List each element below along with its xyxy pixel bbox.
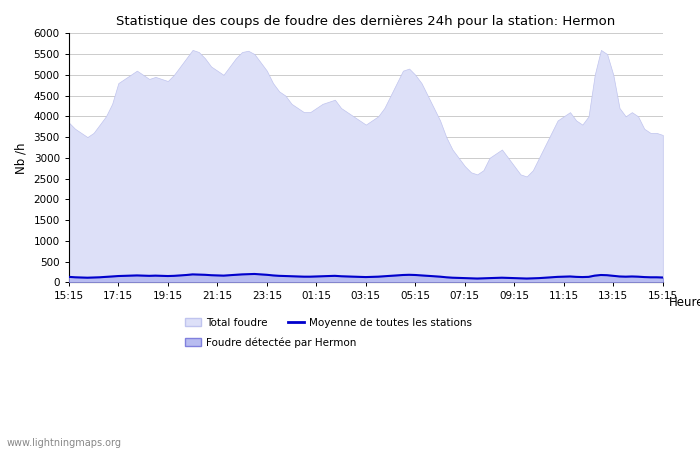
- Y-axis label: Nb /h: Nb /h: [15, 142, 28, 174]
- X-axis label: Heure: Heure: [668, 296, 700, 309]
- Legend: Foudre détectée par Hermon: Foudre détectée par Hermon: [181, 333, 360, 352]
- Title: Statistique des coups de foudre des dernières 24h pour la station: Hermon: Statistique des coups de foudre des dern…: [116, 15, 615, 28]
- Text: www.lightningmaps.org: www.lightningmaps.org: [7, 438, 122, 448]
